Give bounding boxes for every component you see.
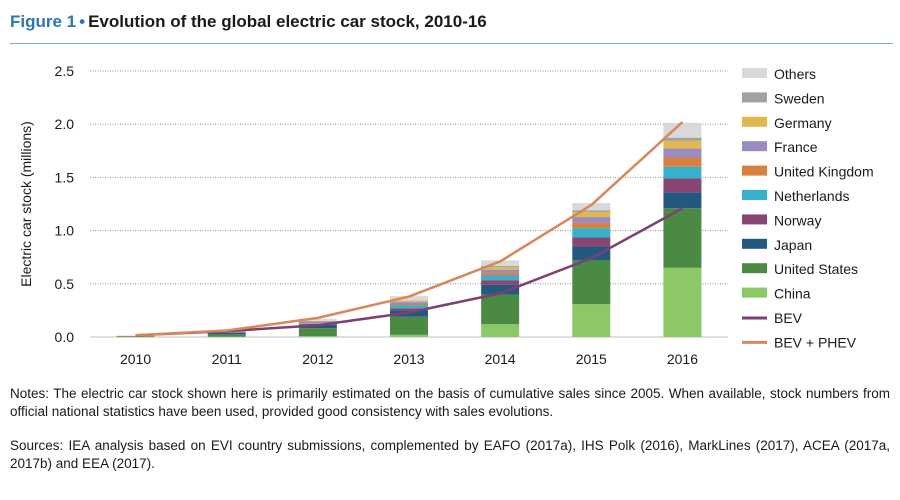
legend-label: Japan: [774, 237, 812, 253]
x-tick-label: 2012: [302, 351, 333, 367]
x-tick-label: 2016: [667, 351, 698, 367]
bar-segment: [207, 334, 246, 337]
bar-segment: [207, 332, 246, 335]
bar-segment: [663, 122, 702, 138]
bar-segment: [390, 316, 428, 335]
bar-segment: [663, 208, 702, 268]
bar-segment: [663, 157, 702, 167]
bar-segment: [298, 336, 337, 337]
bar-segment: [572, 246, 611, 261]
bar-segment: [572, 210, 611, 212]
bar-segment: [390, 304, 428, 306]
bar-segment: [481, 266, 520, 270]
y-tick-label: 2.5: [55, 63, 75, 79]
bar-segment: [298, 318, 337, 321]
y-tick-label: 0.0: [55, 329, 75, 345]
bar-segment: [390, 302, 428, 305]
figure-bullet: •: [79, 12, 86, 31]
bar-segment: [572, 203, 611, 211]
x-tick-label: 2013: [393, 351, 424, 367]
bar-segment: [572, 237, 611, 247]
bar-segment: [481, 269, 520, 273]
bar-segment: [481, 260, 520, 267]
legend-label: Others: [774, 66, 816, 82]
bar-segment: [481, 294, 520, 325]
legend-swatch: [742, 263, 767, 274]
legend-swatch: [742, 141, 767, 152]
bar-segment: [298, 321, 337, 323]
legend-swatch: [742, 68, 767, 78]
figure-number: Figure 1: [10, 12, 77, 31]
chart-sources: Sources: IEA analysis based on EVI count…: [10, 438, 890, 471]
x-tick-label: 2010: [120, 351, 151, 367]
bar-segment: [390, 305, 428, 309]
bar-segment: [298, 328, 337, 337]
bar-segment: [663, 140, 702, 149]
bar-segment: [572, 222, 611, 229]
bar-segment: [481, 266, 520, 267]
series-line: [135, 121, 684, 337]
bar-segment: [663, 267, 702, 337]
bar-segment: [298, 322, 337, 324]
legend-swatch: [742, 190, 767, 200]
legend-label: United States: [774, 261, 858, 277]
legend-label: France: [774, 139, 818, 155]
bar-segment: [572, 211, 611, 218]
bar-segment: [572, 217, 611, 223]
bar-segment: [481, 272, 520, 276]
bar-segment: [390, 296, 428, 301]
bar-segment: [572, 228, 611, 238]
legend-label: Norway: [774, 212, 821, 228]
bar-segment: [663, 192, 702, 209]
x-tick-label: 2014: [485, 351, 516, 367]
figure-title: Evolution of the global electric car sto…: [88, 12, 487, 31]
bar-segment: [572, 260, 611, 305]
bar-segment: [298, 323, 337, 324]
bar-segment: [663, 166, 702, 179]
legend-label: China: [774, 286, 811, 302]
bar-segment: [481, 280, 520, 285]
legend-label: United Kingdom: [774, 164, 874, 180]
legend-swatch: [742, 92, 767, 103]
y-tick-label: 1.5: [55, 169, 75, 185]
bar-segment: [390, 308, 428, 311]
legend-label: BEV: [774, 310, 803, 326]
x-tick-label: 2015: [576, 351, 607, 367]
legend-label: Germany: [774, 115, 832, 131]
chart-notes: Notes: The electric car stock shown here…: [10, 386, 890, 419]
bar-segment: [390, 334, 428, 337]
bar-segment: [663, 178, 702, 193]
y-tick-label: 2.0: [55, 116, 75, 132]
y-axis-label: Electric car stock (millions): [18, 121, 34, 287]
figure-header: Figure 1 • Evolution of the global electri…: [10, 12, 487, 32]
x-tick-label: 2011: [212, 351, 242, 367]
legend-label: Sweden: [774, 90, 825, 106]
bar-segment: [390, 300, 428, 303]
legend-swatch: [742, 214, 767, 225]
legend-swatch: [742, 287, 767, 298]
legend-swatch: [742, 165, 767, 176]
y-tick-label: 0.5: [55, 276, 75, 292]
header-divider: [10, 43, 893, 44]
bar-segment: [572, 304, 611, 337]
bar-segment: [663, 137, 702, 141]
bar-segment: [481, 275, 520, 281]
legend-swatch: [742, 116, 767, 127]
y-tick-label: 1.0: [55, 223, 75, 239]
bar-segment: [481, 324, 520, 337]
bar-segment: [663, 148, 702, 158]
legend-swatch: [742, 238, 767, 249]
bar-segment: [481, 284, 520, 295]
stacked-bar-line-chart: 0.0 0.5 1.0 1.5 2.0 2.5 Electric car stock (mi…: [18, 63, 874, 367]
legend-label: Netherlands: [774, 188, 850, 204]
legend-label: BEV + PHEV: [774, 334, 857, 350]
